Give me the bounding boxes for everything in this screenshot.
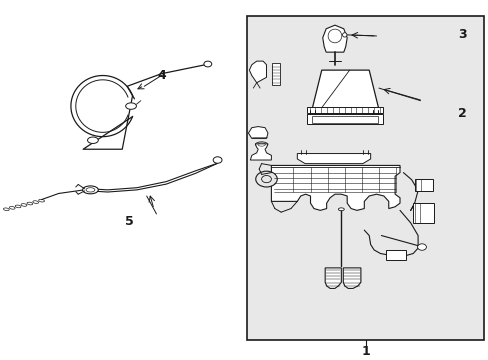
Bar <box>246 16 483 340</box>
Ellipse shape <box>255 142 267 147</box>
Polygon shape <box>250 144 271 160</box>
Circle shape <box>213 157 222 163</box>
Ellipse shape <box>125 103 136 109</box>
Circle shape <box>417 244 426 250</box>
Text: 5: 5 <box>125 215 134 228</box>
Bar <box>272 63 280 85</box>
Bar <box>386 249 405 260</box>
Polygon shape <box>325 268 341 288</box>
Bar <box>412 203 433 223</box>
Ellipse shape <box>342 33 346 37</box>
Bar <box>306 114 382 124</box>
Ellipse shape <box>338 208 344 211</box>
Circle shape <box>203 61 211 67</box>
Polygon shape <box>322 25 346 52</box>
Bar <box>306 107 382 113</box>
Polygon shape <box>343 268 360 288</box>
Ellipse shape <box>82 186 98 194</box>
Circle shape <box>255 171 277 187</box>
Text: 1: 1 <box>361 345 369 358</box>
Polygon shape <box>249 61 266 83</box>
Text: 2: 2 <box>457 107 466 120</box>
Polygon shape <box>297 154 370 163</box>
Ellipse shape <box>87 137 98 144</box>
Text: 3: 3 <box>457 28 466 41</box>
Bar <box>414 179 432 190</box>
Text: 4: 4 <box>157 69 165 82</box>
Polygon shape <box>311 70 378 110</box>
Polygon shape <box>271 165 399 210</box>
Polygon shape <box>248 127 267 139</box>
Bar <box>311 116 377 123</box>
